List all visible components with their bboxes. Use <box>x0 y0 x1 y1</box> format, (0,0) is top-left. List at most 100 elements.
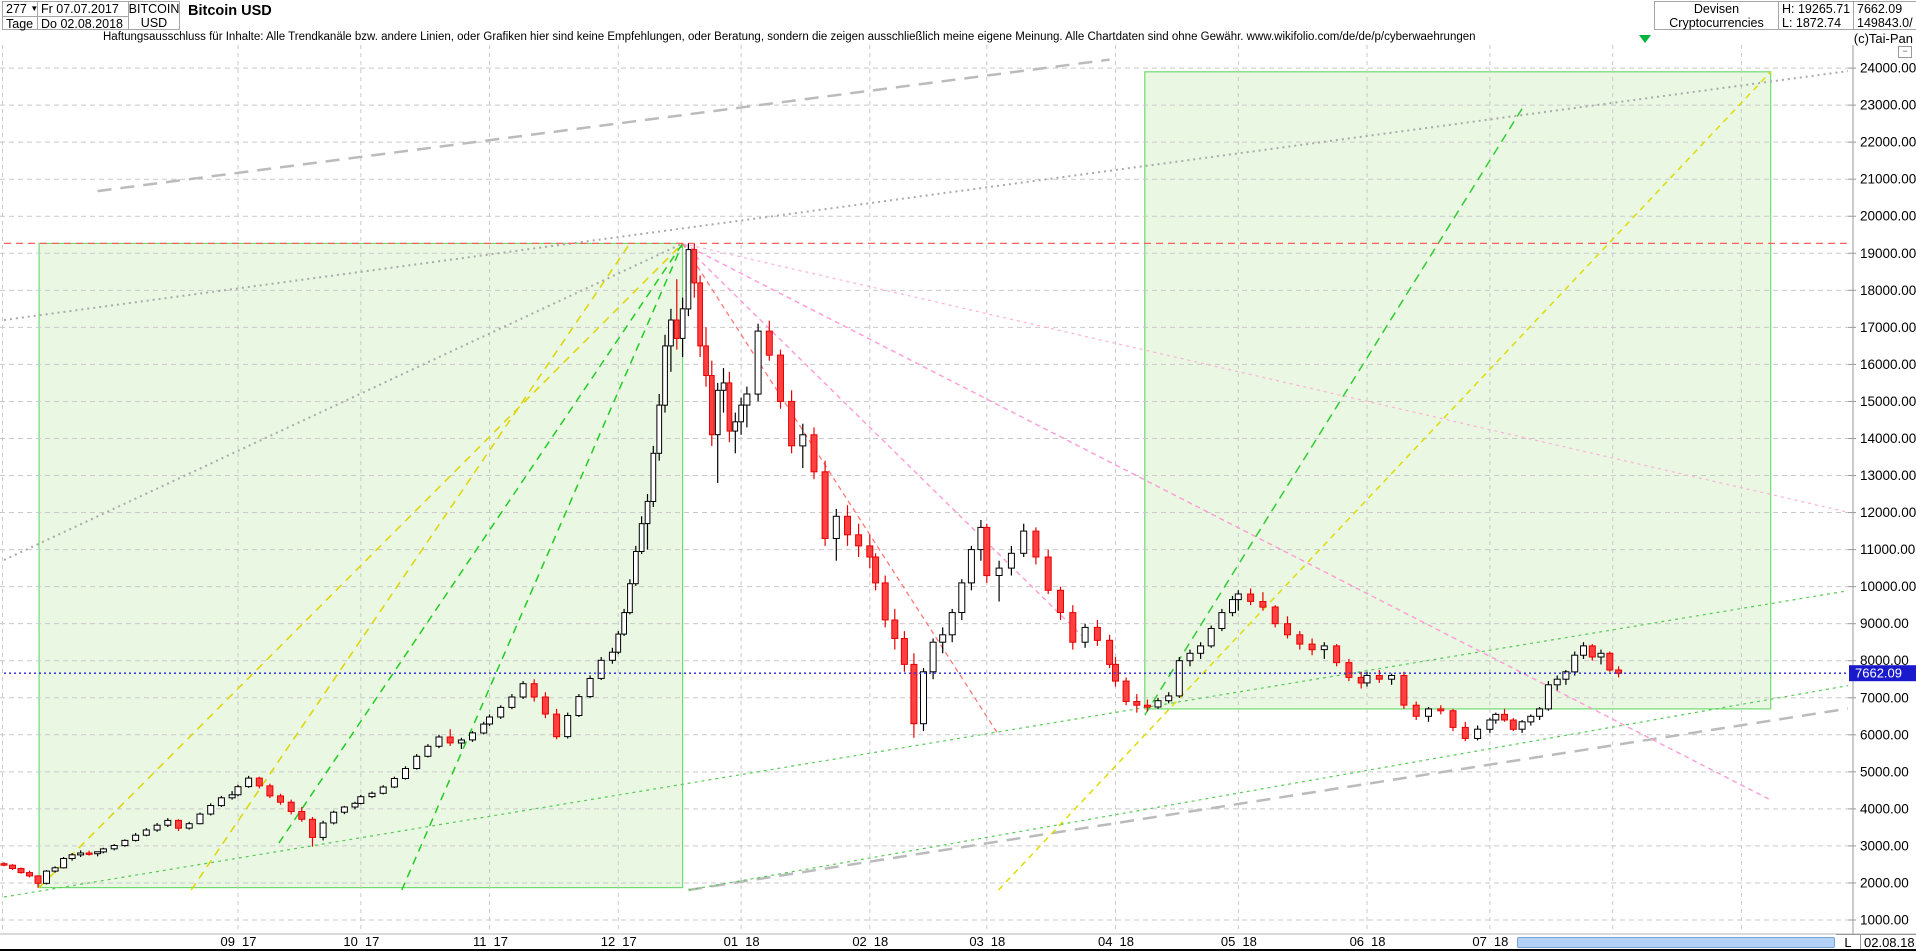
candle <box>920 671 927 725</box>
candle <box>402 768 409 779</box>
candle <box>679 308 686 339</box>
candle <box>1527 715 1535 723</box>
candle <box>644 500 651 525</box>
candle <box>738 404 744 423</box>
x-axis-year: 18 <box>1120 934 1134 949</box>
candle <box>277 795 284 803</box>
x-axis-month: 12 <box>601 934 615 949</box>
candle <box>673 319 680 339</box>
trend-box-2018 <box>1144 71 1772 710</box>
candle <box>621 612 627 635</box>
candle <box>164 819 172 826</box>
candle <box>1197 645 1205 654</box>
candle <box>185 823 193 829</box>
candle <box>967 549 975 584</box>
candle <box>1320 645 1328 651</box>
candle <box>697 282 703 347</box>
candle <box>379 786 387 794</box>
candle <box>1375 675 1383 680</box>
candle <box>844 515 851 536</box>
period-selector[interactable]: 277 ▼ Tage ▼ <box>2 1 45 31</box>
candle <box>553 713 561 738</box>
candle <box>958 582 966 614</box>
candle <box>743 393 751 406</box>
candle <box>1133 701 1141 706</box>
volume-value: 149843.0/ <box>1857 16 1913 30</box>
candle <box>1218 612 1226 629</box>
candle <box>435 736 443 747</box>
candle <box>1518 721 1526 730</box>
candle <box>615 633 622 653</box>
candle <box>1032 530 1040 558</box>
last-date-label: 02.08.18 <box>1864 935 1915 950</box>
candle <box>977 526 985 551</box>
plot-area[interactable] <box>0 45 1916 933</box>
symbol-name: BITCOIN <box>128 2 180 16</box>
horizontal-scrollbar[interactable] <box>1517 937 1835 948</box>
candle <box>519 683 527 698</box>
candle <box>1606 652 1614 671</box>
period-count-row[interactable]: 277 ▼ <box>3 2 38 16</box>
candle <box>691 249 698 284</box>
date-from: Fr 07.07.2017 <box>41 2 119 16</box>
candle <box>142 829 150 836</box>
y-axis-label: 16000.00 <box>1860 357 1916 372</box>
bottom-corner-cell: L 02.08.18 <box>1836 934 1916 951</box>
y-axis-label: 5000.00 <box>1860 764 1909 779</box>
candle <box>685 249 692 310</box>
symbol-cell: BITCOIN USD <box>128 1 180 30</box>
y-axis-label: 17000.00 <box>1860 320 1916 335</box>
candle <box>1044 556 1052 591</box>
period-unit-row[interactable]: Tage ▼ <box>3 16 45 31</box>
candle <box>821 471 829 539</box>
candle <box>99 848 107 853</box>
candle <box>1588 645 1596 658</box>
y-axis-label: 11000.00 <box>1860 542 1915 557</box>
candle <box>1461 726 1469 740</box>
last-price-cell: 7662.09 149843.0/ <box>1853 1 1916 30</box>
candle <box>207 805 215 815</box>
candle <box>1400 675 1408 706</box>
candle <box>995 567 1003 576</box>
y-axis-label: 6000.00 <box>1860 727 1909 742</box>
y-axis-label: 15000.00 <box>1860 394 1916 409</box>
y-axis-label: 2000.00 <box>1860 875 1909 890</box>
candle <box>656 404 663 454</box>
candle <box>1388 675 1396 680</box>
candle <box>153 824 161 831</box>
x-axis-month: 06 <box>1350 934 1364 949</box>
collapse-button[interactable]: − <box>1898 46 1912 58</box>
candle <box>486 716 493 725</box>
candle <box>1122 680 1130 702</box>
candle <box>1357 676 1365 684</box>
candle <box>1437 708 1445 712</box>
candle <box>714 389 721 436</box>
category-line1: Devisen <box>1693 2 1740 16</box>
candle <box>866 545 874 558</box>
candle <box>245 777 253 788</box>
period-unit: Tage <box>6 17 34 31</box>
x-axis-month: 10 <box>343 934 357 949</box>
candle <box>351 802 359 808</box>
date-to: Do 02.08.2018 <box>41 17 124 31</box>
candle <box>424 745 432 757</box>
candle <box>309 818 316 838</box>
y-axis-label: 12000.00 <box>1860 505 1916 520</box>
candle <box>77 852 85 856</box>
x-axis-year: 17 <box>242 934 256 949</box>
last-marker-label: L <box>1836 935 1861 951</box>
candle <box>228 794 236 799</box>
y-axis-label: 23000.00 <box>1860 98 1916 113</box>
disclaimer-text: Haftungsausschluss für Inhalte: Alle Tre… <box>103 31 1476 43</box>
candle <box>1229 599 1236 614</box>
candle <box>1333 645 1341 664</box>
candle <box>26 872 33 877</box>
low-value: L: 1872.74 <box>1782 16 1842 30</box>
candle <box>34 875 42 884</box>
scroll-marker-icon <box>1639 35 1651 43</box>
candle <box>1007 552 1015 569</box>
candle <box>68 854 76 859</box>
candle <box>1363 675 1371 684</box>
y-axis-label: 1000.00 <box>1860 913 1909 928</box>
